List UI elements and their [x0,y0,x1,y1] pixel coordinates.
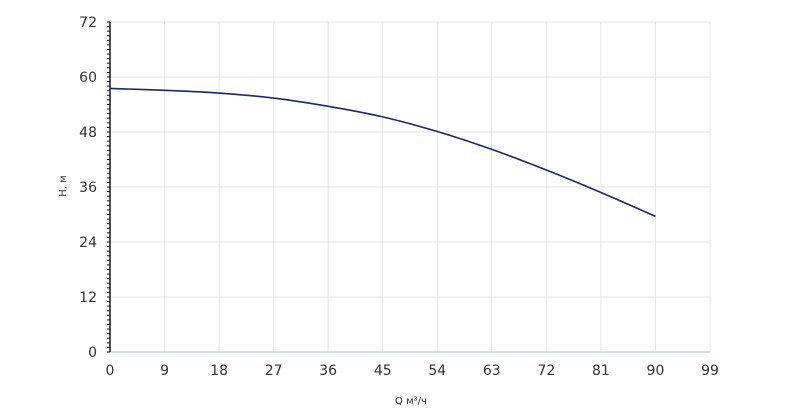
x-tick-label: 81 [592,363,610,379]
x-tick-label: 18 [210,363,228,379]
y-tick-label: 36 [79,180,97,196]
y-axis-tick-labels: 0 12 24 36 48 60 72 [79,15,97,361]
y-axis-tick-marks [107,21,110,353]
y-tick-label: 60 [79,70,97,86]
x-tick-label: 9 [160,363,169,379]
x-tick-label: 54 [428,363,446,379]
x-tick-label: 63 [483,363,501,379]
horizontal-gridlines [110,21,710,298]
x-axis-tick-labels: 0 9 18 27 36 45 54 63 72 81 90 99 [106,363,719,379]
y-tick-label: 24 [79,235,97,251]
x-tick-label: 72 [537,363,555,379]
y-tick-label: 48 [79,125,97,141]
x-tick-label: 90 [647,363,665,379]
y-tick-label: 72 [79,15,97,31]
y-tick-label: 12 [79,290,97,306]
x-tick-label: 0 [106,363,115,379]
x-tick-label: 27 [265,363,283,379]
x-tick-label: 36 [319,363,337,379]
x-axis-label: Q м³/ч [395,396,427,407]
x-tick-label: 99 [701,363,719,379]
x-tick-label: 45 [374,363,392,379]
y-tick-label: 0 [88,345,97,361]
y-axis-label: H, м [58,175,69,196]
series-line [109,87,656,218]
